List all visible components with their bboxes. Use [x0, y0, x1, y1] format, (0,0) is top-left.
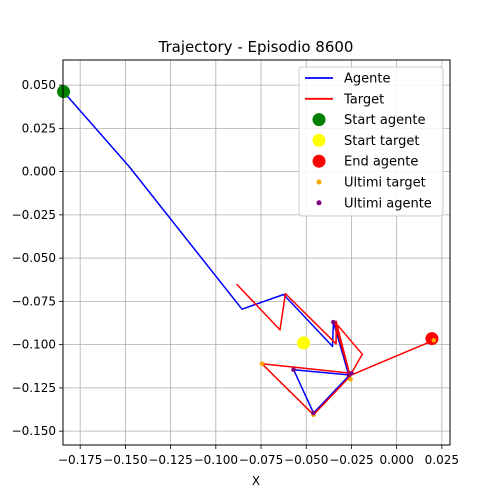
y-tick-label: −0.075: [12, 294, 56, 308]
legend-label-end-agente: End agente: [344, 155, 418, 170]
legend-swatch-ultimi-agente: [316, 200, 322, 206]
plot-markers: [57, 85, 439, 418]
legend-label-start-target: Start target: [344, 134, 419, 149]
legend-label-start-agente: Start agente: [344, 113, 425, 128]
ultimi-agente-point: [331, 319, 336, 325]
y-tick-label: −0.125: [12, 381, 56, 395]
x-axis-label: X: [252, 474, 260, 488]
start-agente-marker: [57, 85, 71, 99]
plot-frame: [62, 59, 451, 446]
ultimi-target-point: [431, 338, 437, 343]
legend-box: [298, 66, 444, 217]
y-tick-label: 0.025: [22, 121, 56, 135]
y-tick-label: −0.050: [12, 251, 56, 265]
x-tick-label: −0.175: [58, 453, 102, 467]
ultimi-target-point: [348, 376, 353, 382]
legend: Agente Target Start agente Start target End …: [298, 66, 444, 217]
legend-swatch-start-target: [312, 133, 326, 147]
y-tick-label: 0.000: [22, 165, 56, 179]
ultimi-agente-point: [311, 410, 316, 416]
x-tick-label: 0.000: [379, 453, 413, 467]
ultimi-target-point: [259, 361, 265, 366]
x-tick-label: −0.025: [329, 453, 373, 467]
x-axis-ticks: −0.175 −0.150 −0.125 −0.100 −0.075 −0.050 −0.0…: [58, 445, 459, 467]
y-tick-label: −0.100: [12, 338, 56, 352]
chart-title: Trajectory - Episodio 8600: [158, 38, 354, 56]
y-tick-label: −0.150: [12, 424, 56, 438]
legend-swatch-start-agente: [312, 113, 326, 127]
legend-label-agente: Agente: [344, 72, 390, 87]
y-tick-label: −0.025: [12, 208, 56, 222]
ultimi-agente-point: [291, 367, 296, 373]
legend-label-ultimi-target: Ultimi target: [344, 176, 426, 191]
legend-swatch-ultimi-target: [316, 179, 322, 185]
x-tick-label: −0.100: [194, 453, 238, 467]
x-tick-label: −0.050: [284, 453, 328, 467]
start-target-marker: [297, 336, 311, 350]
legend-label-target: Target: [343, 92, 384, 107]
legend-swatch-end-agente: [312, 154, 326, 168]
legend-label-ultimi-agente: Ultimi agente: [344, 196, 432, 211]
x-tick-label: −0.125: [148, 453, 192, 467]
series-line-target: [236, 283, 434, 416]
y-axis-ticks: 0.050 0.025 0.000 −0.025 −0.050 −0.075 −0.100 −…: [12, 78, 63, 438]
ultimi-agente-point: [349, 370, 354, 376]
x-tick-label: 0.025: [425, 453, 459, 467]
y-tick-label: 0.050: [22, 78, 56, 92]
x-tick-label: −0.150: [103, 453, 147, 467]
end-agente-marker: [425, 332, 439, 346]
series-line-agente: [62, 91, 352, 414]
x-tick-label: −0.075: [239, 453, 283, 467]
